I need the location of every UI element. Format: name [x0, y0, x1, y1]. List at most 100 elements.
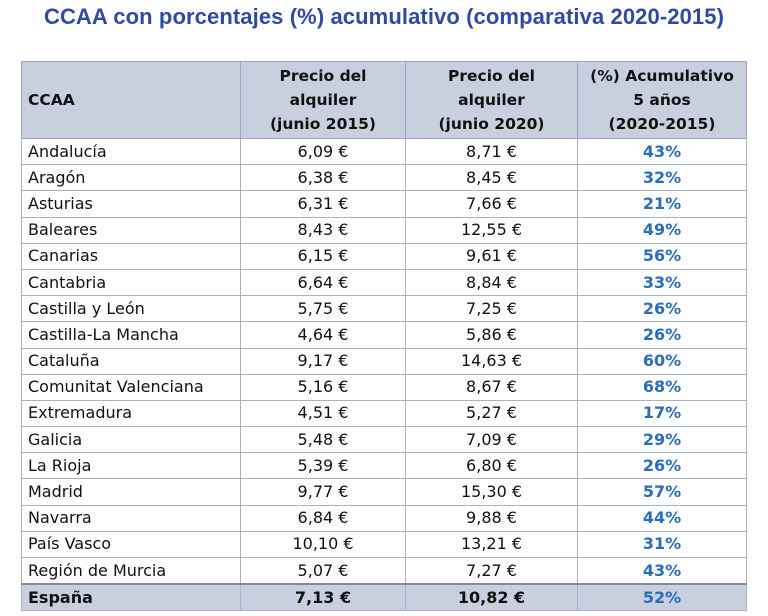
- cell-price-2015: 5,16 €: [240, 373, 406, 401]
- header-percent-cumulative: (%) Acumulativo 5 años (2020-2015): [577, 61, 747, 139]
- table-row: Asturias 6,31 €7,66 €21%: [21, 190, 747, 218]
- cell-price-2020: 10,82 €: [405, 583, 578, 612]
- cell-price-2020: 6,80 €: [405, 452, 578, 480]
- header-line: 5 años: [633, 91, 691, 109]
- cell-percent: 44%: [577, 504, 747, 532]
- table-row: La Rioja 5,39 €6,80 €26%: [21, 452, 747, 480]
- cell-price-2020: 9,88 €: [405, 504, 578, 532]
- cell-price-2015: 7,13 €: [240, 583, 406, 612]
- table-row: País Vasco 10,10 €13,21 €31%: [21, 530, 747, 559]
- header-price-2020: Precio del alquiler (junio 2020): [405, 61, 578, 139]
- cell-price-2015: 6,64 €: [240, 268, 406, 297]
- cell-percent: 26%: [577, 452, 747, 480]
- cell-ccaa: España: [21, 583, 241, 612]
- cell-ccaa: Aragón: [21, 164, 241, 192]
- cell-percent: 17%: [577, 399, 747, 428]
- cell-percent: 21%: [577, 190, 747, 218]
- table-title: CCAA con porcentajes (%) acumulativo (co…: [43, 4, 725, 29]
- cell-ccaa: País Vasco: [21, 530, 241, 559]
- cell-percent: 26%: [577, 321, 747, 349]
- cell-ccaa: Navarra: [21, 504, 241, 532]
- cell-price-2020: 7,27 €: [405, 557, 578, 585]
- table-row: Andalucía 6,09 €8,71 €43%: [21, 137, 747, 166]
- cell-price-2015: 6,84 €: [240, 504, 406, 532]
- cell-price-2015: 5,75 €: [240, 295, 406, 323]
- cell-price-2015: 5,07 €: [240, 557, 406, 585]
- cell-ccaa: La Rioja: [21, 452, 241, 480]
- cell-percent: 29%: [577, 426, 747, 454]
- cell-ccaa: Andalucía: [21, 137, 241, 166]
- cell-percent: 43%: [577, 137, 747, 166]
- cell-price-2015: 6,15 €: [240, 242, 406, 270]
- cell-price-2020: 8,71 €: [405, 137, 578, 166]
- cell-ccaa: Madrid: [21, 478, 241, 506]
- header-ccaa: CCAA: [21, 61, 241, 139]
- table-row: Cantabria 6,64 €8,84 €33%: [21, 268, 747, 297]
- cell-price-2015: 5,39 €: [240, 452, 406, 480]
- cell-percent: 43%: [577, 557, 747, 585]
- cell-ccaa: Galicia: [21, 426, 241, 454]
- cell-ccaa: Asturias: [21, 190, 241, 218]
- header-line: (2020-2015): [608, 115, 716, 133]
- cell-price-2020: 12,55 €: [405, 216, 578, 244]
- table-row: Canarias 6,15 €9,61 €56%: [21, 242, 747, 270]
- table-row: Baleares 8,43 €12,55 €49%: [21, 216, 747, 244]
- cell-price-2020: 7,09 €: [405, 426, 578, 454]
- table-header-row: CCAA Precio del alquiler (junio 2015) Prec…: [21, 61, 747, 139]
- total-row: España 7,13 €10,82 €52%: [21, 583, 747, 612]
- cell-percent: 26%: [577, 295, 747, 323]
- cell-price-2015: 4,64 €: [240, 321, 406, 349]
- header-line: Precio del: [279, 67, 367, 85]
- cell-price-2020: 5,27 €: [405, 399, 578, 428]
- cell-percent: 31%: [577, 530, 747, 559]
- table-row: Región de Murcia 5,07 €7,27 €43%: [21, 557, 747, 585]
- cell-percent: 56%: [577, 242, 747, 270]
- table-row: Extremadura 4,51 €5,27 €17%: [21, 399, 747, 428]
- header-line: CCAA: [28, 91, 75, 109]
- cell-percent: 52%: [577, 583, 747, 612]
- rent-comparison-table: CCAA Precio del alquiler (junio 2015) Prec…: [21, 61, 747, 612]
- cell-price-2020: 8,84 €: [405, 268, 578, 297]
- cell-percent: 49%: [577, 216, 747, 244]
- cell-price-2020: 9,61 €: [405, 242, 578, 270]
- table-row: Castilla y León 5,75 €7,25 €26%: [21, 295, 747, 323]
- cell-price-2020: 13,21 €: [405, 530, 578, 559]
- table-row: Galicia 5,48 €7,09 €29%: [21, 426, 747, 454]
- header-line: alquiler: [289, 91, 357, 109]
- cell-price-2015: 6,31 €: [240, 190, 406, 218]
- header-line: (junio 2015): [269, 115, 377, 133]
- cell-price-2015: 6,09 €: [240, 137, 406, 166]
- cell-ccaa: Región de Murcia: [21, 557, 241, 585]
- table-row: Comunitat Valenciana 5,16 €8,67 €68%: [21, 373, 747, 401]
- header-line: Precio del alquiler: [448, 67, 535, 109]
- cell-price-2015: 5,48 €: [240, 426, 406, 454]
- table-row: Aragón 6,38 €8,45 €32%: [21, 164, 747, 192]
- table-row: Castilla-La Mancha 4,64 €5,86 €26%: [21, 321, 747, 349]
- header-line: (junio 2020): [438, 115, 545, 133]
- cell-ccaa: Baleares: [21, 216, 241, 244]
- cell-percent: 60%: [577, 347, 747, 375]
- table-row: Navarra 6,84 €9,88 €44%: [21, 504, 747, 532]
- cell-price-2020: 8,45 €: [405, 164, 578, 192]
- table-row: Madrid 9,77 €15,30 €57%: [21, 478, 747, 506]
- cell-ccaa: Cataluña: [21, 347, 241, 375]
- cell-price-2015: 9,17 €: [240, 347, 406, 375]
- cell-ccaa: Castilla-La Mancha: [21, 321, 241, 349]
- cell-price-2015: 8,43 €: [240, 216, 406, 244]
- cell-ccaa: Castilla y León: [21, 295, 241, 323]
- header-price-2015: Precio del alquiler (junio 2015): [240, 61, 406, 139]
- cell-price-2020: 8,67 €: [405, 373, 578, 401]
- table-body: Andalucía 6,09 €8,71 €43% Aragón 6,38 €8,45…: [21, 137, 747, 612]
- table-row: Cataluña 9,17 €14,63 €60%: [21, 347, 747, 375]
- cell-percent: 32%: [577, 164, 747, 192]
- cell-ccaa: Comunitat Valenciana: [21, 373, 241, 401]
- cell-price-2015: 10,10 €: [240, 530, 406, 559]
- cell-price-2020: 14,63 €: [405, 347, 578, 375]
- cell-price-2020: 7,66 €: [405, 190, 578, 218]
- cell-percent: 57%: [577, 478, 747, 506]
- cell-price-2020: 7,25 €: [405, 295, 578, 323]
- cell-price-2020: 5,86 €: [405, 321, 578, 349]
- cell-percent: 33%: [577, 268, 747, 297]
- cell-price-2020: 15,30 €: [405, 478, 578, 506]
- cell-ccaa: Canarias: [21, 242, 241, 270]
